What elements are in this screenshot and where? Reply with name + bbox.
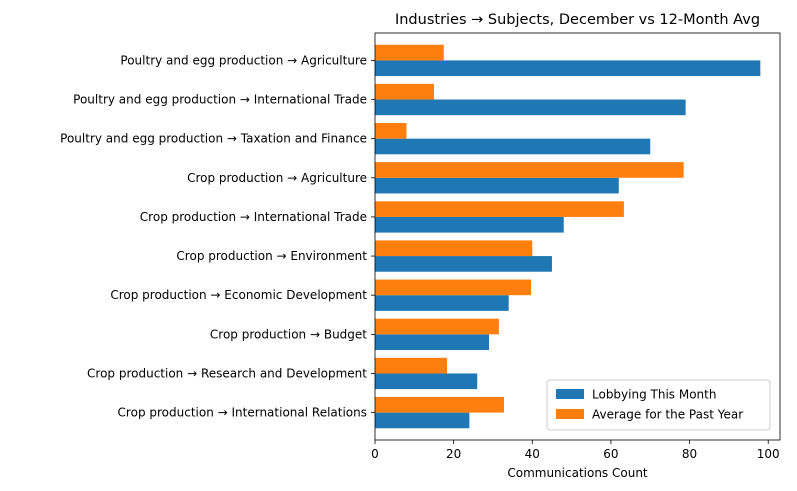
bar-past-year-avg-2 <box>375 123 407 139</box>
x-tick-label: 80 <box>682 447 697 461</box>
bar-past-year-avg-9 <box>375 396 504 413</box>
y-tick-label: Crop production → Economic Development <box>110 288 367 302</box>
y-tick-label: Crop production → Research and Developme… <box>87 366 367 380</box>
bar-this-month-4 <box>375 216 564 233</box>
bar-this-month-5 <box>375 256 552 272</box>
x-tick-label: 0 <box>371 447 379 461</box>
legend-label-1: Average for the Past Year <box>592 408 743 422</box>
bar-past-year-avg-3 <box>375 162 684 178</box>
y-axis-ticks: Poultry and egg production → Agriculture… <box>60 53 375 420</box>
bar-past-year-avg-8 <box>375 357 447 374</box>
y-tick-label: Poultry and egg production → Internation… <box>73 93 367 107</box>
y-tick-label: Crop production → International Relation… <box>118 406 367 420</box>
legend: Lobbying This Month Average for the Past … <box>546 379 771 431</box>
legend-box <box>546 379 771 431</box>
bar-this-month-3 <box>375 177 619 194</box>
x-tick-label: 60 <box>603 447 618 461</box>
bar-past-year-avg-6 <box>375 279 532 296</box>
bar-this-month-8 <box>375 373 478 390</box>
y-tick-label: Crop production → Agriculture <box>187 171 367 185</box>
x-tick-label: 20 <box>446 447 461 461</box>
x-tick-label: 40 <box>525 447 540 461</box>
x-axis-label: Communications Count <box>507 466 648 480</box>
legend-swatch-1 <box>556 409 584 419</box>
x-axis-ticks: 0 20 40 60 80 100 <box>371 440 780 461</box>
plot-frame <box>374 32 781 441</box>
y-tick-label: Crop production → Environment <box>176 249 367 263</box>
bar-past-year-avg-7 <box>375 318 499 335</box>
bar-past-year-avg-4 <box>375 201 624 217</box>
bar-this-month-0 <box>375 60 761 77</box>
x-tick-label: 100 <box>757 447 780 461</box>
y-tick-label: Poultry and egg production → Agriculture <box>120 53 367 67</box>
bar-past-year-avg-5 <box>375 240 533 257</box>
legend-label-0: Lobbying This Month <box>592 388 716 402</box>
bar-this-month-9 <box>375 412 470 429</box>
bar-this-month-7 <box>375 334 490 350</box>
bar-past-year-avg-1 <box>375 83 434 100</box>
chart-title: Industries → Subjects, December vs 12-Mo… <box>395 12 760 28</box>
y-tick-label: Crop production → Budget <box>210 327 367 341</box>
bar-this-month-2 <box>375 138 651 155</box>
bar-past-year-avg-0 <box>375 44 444 61</box>
legend-swatch-0 <box>556 389 584 399</box>
y-tick-label: Poultry and egg production → Taxation an… <box>60 132 367 146</box>
bars <box>375 44 761 429</box>
bar-this-month-6 <box>375 295 509 311</box>
bar-this-month-1 <box>375 99 686 116</box>
y-tick-label: Crop production → International Trade <box>140 210 367 224</box>
